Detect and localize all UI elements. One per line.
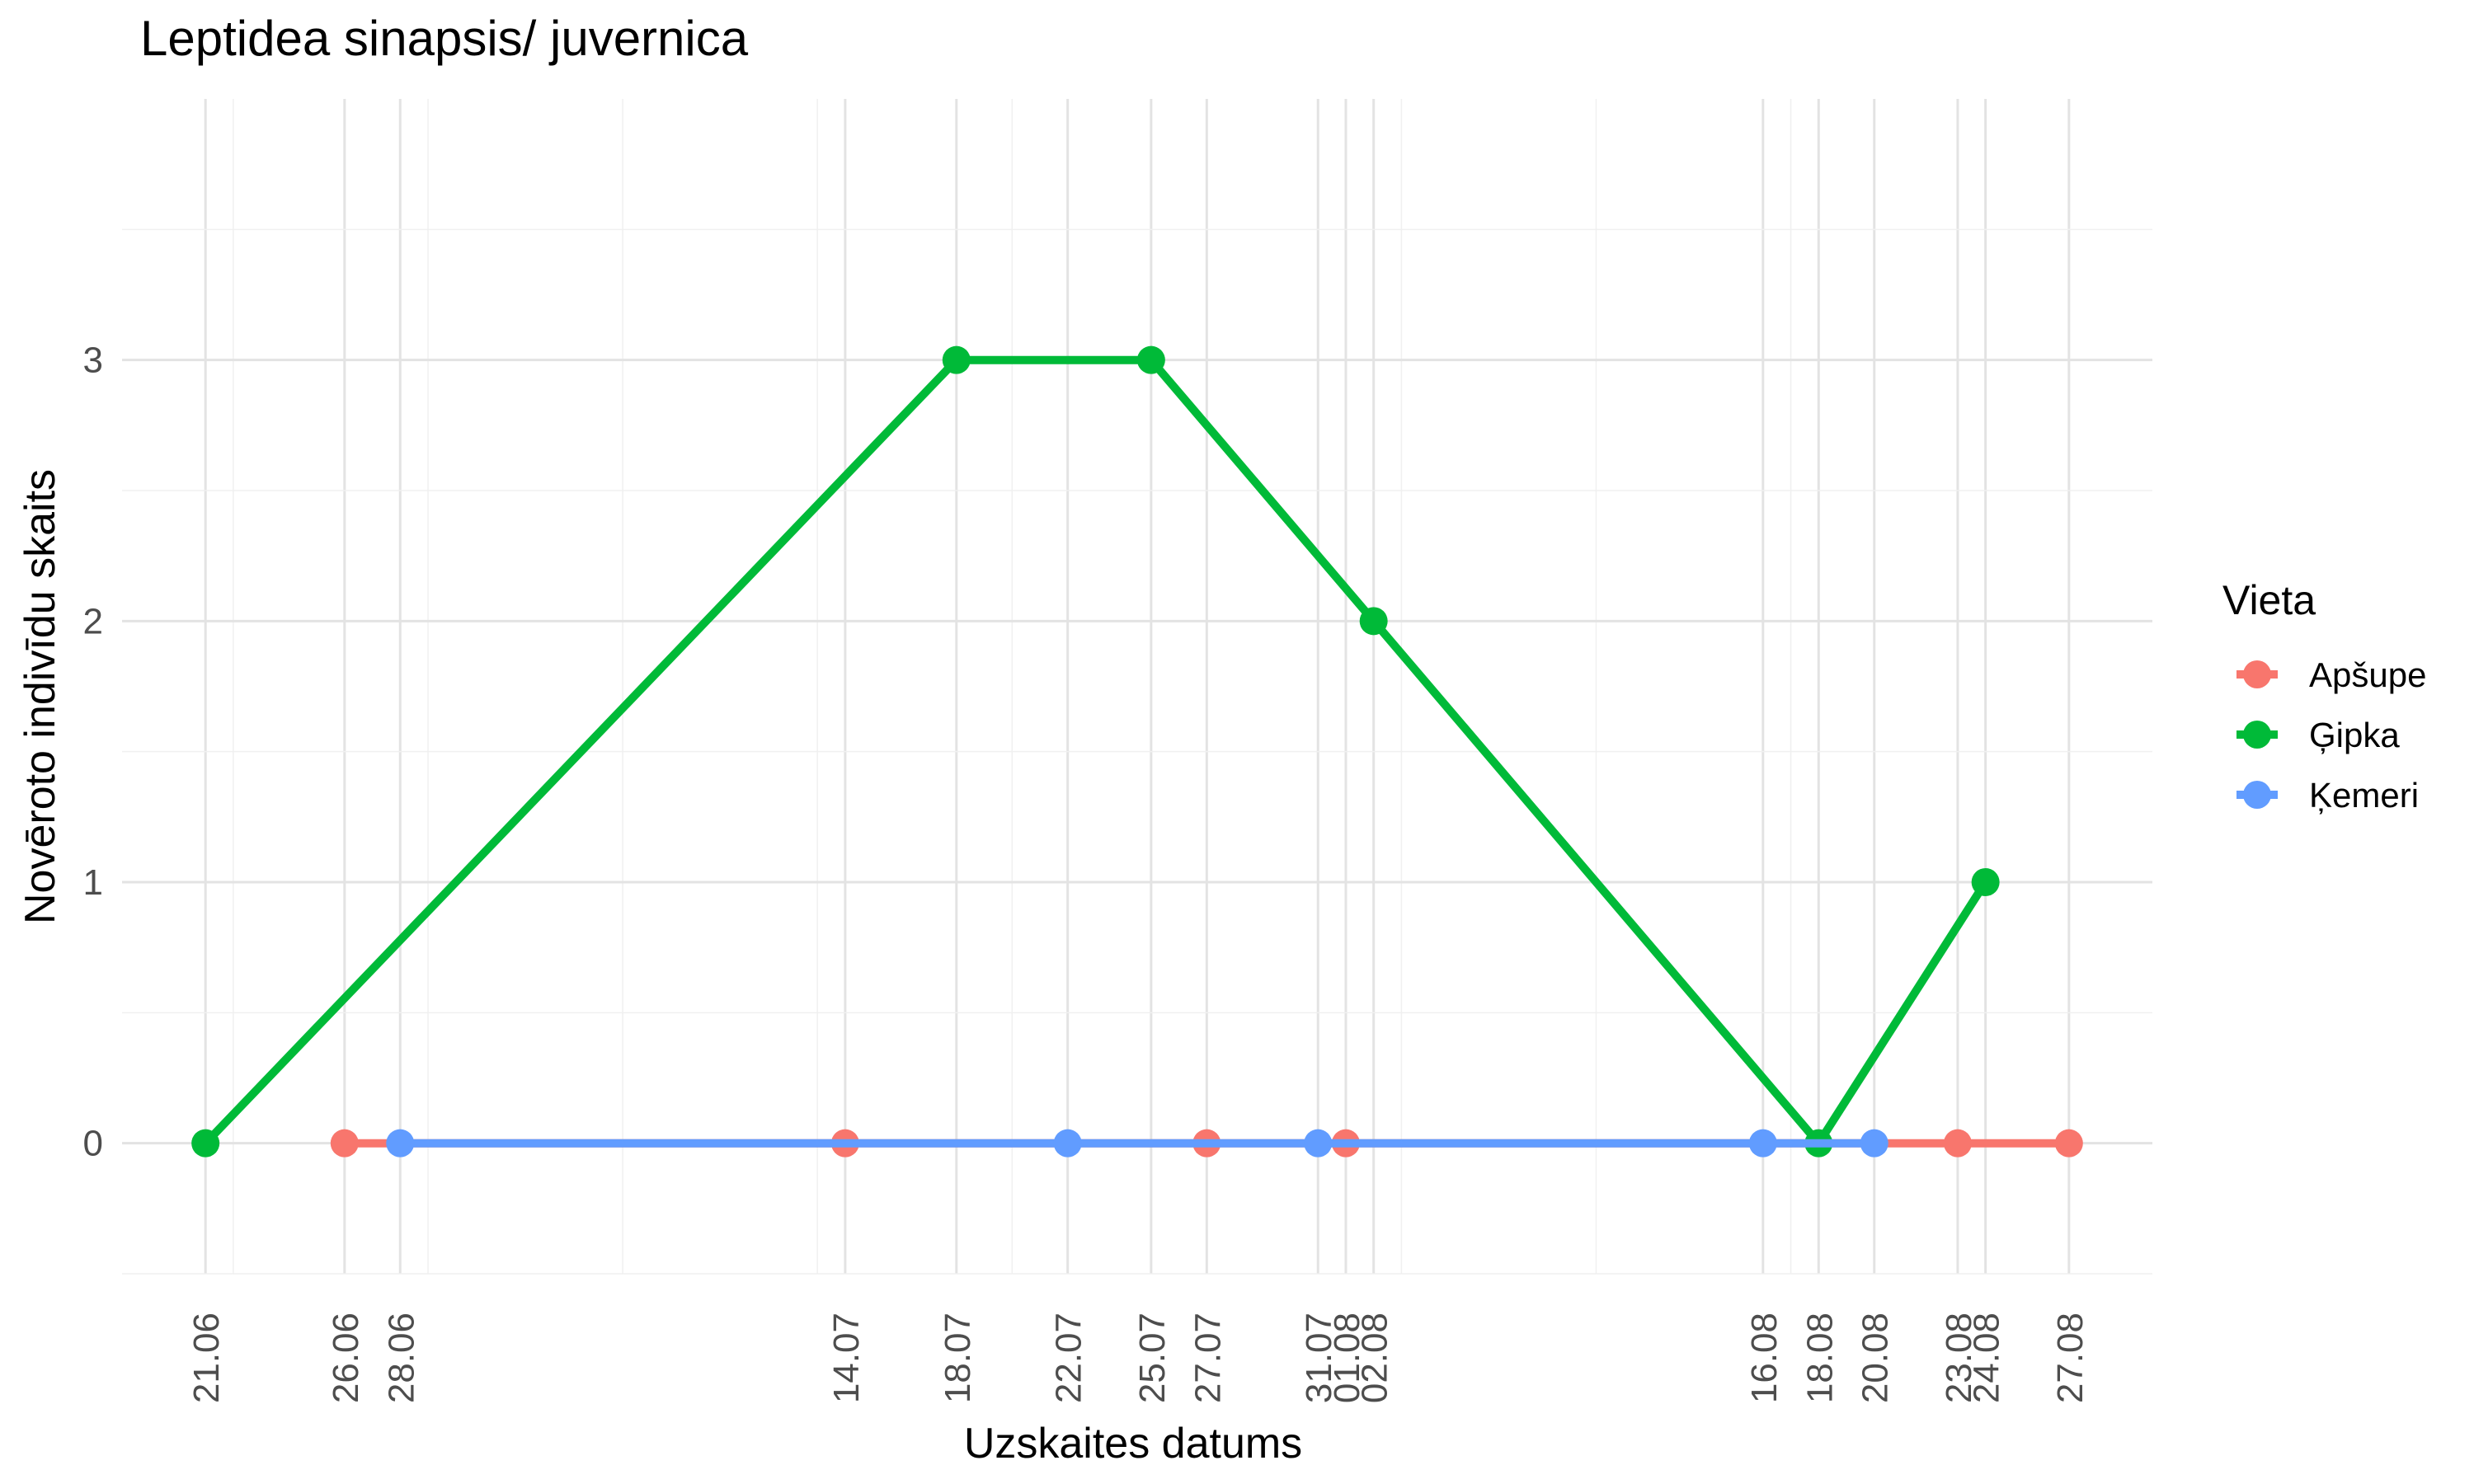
chart-title: Leptidea sinapsis/ juvernica: [140, 11, 749, 66]
y-tick-label: 0: [83, 1124, 103, 1164]
data-point: [1748, 1129, 1777, 1158]
x-tick-label: 24.08: [1967, 1313, 2007, 1403]
x-tick-label: 31.07: [1299, 1313, 1339, 1403]
data-point: [1359, 607, 1388, 636]
data-point: [1053, 1129, 1082, 1158]
legend-label: Ģipka: [2309, 716, 2400, 754]
x-tick-label: 26.06: [326, 1313, 366, 1403]
data-point: [1943, 1129, 1972, 1158]
x-tick-label: 25.07: [1132, 1313, 1173, 1403]
data-point: [1860, 1129, 1888, 1158]
x-tick-label: 20.08: [1856, 1313, 1896, 1403]
data-point: [1304, 1129, 1333, 1158]
x-tick-label: 21.06: [186, 1313, 227, 1403]
data-point: [1971, 868, 2000, 896]
x-tick-label: 27.08: [2050, 1313, 2091, 1403]
legend-title: Vieta: [2222, 577, 2316, 623]
x-tick-label: 27.07: [1188, 1313, 1228, 1403]
data-point: [191, 1129, 220, 1158]
x-tick-label: 18.08: [1799, 1313, 1840, 1403]
legend-key-point: [2243, 721, 2271, 749]
legend-key-point: [2243, 781, 2271, 809]
data-point: [386, 1129, 415, 1158]
data-point: [1136, 345, 1165, 374]
x-tick-label: 28.06: [381, 1313, 421, 1403]
data-point: [330, 1129, 359, 1158]
y-axis-title: Novēroto indivīdu skaits: [16, 469, 64, 924]
legend-label: Ķemeri: [2309, 776, 2419, 815]
y-tick-label: 3: [83, 340, 103, 381]
series-line-1: [202, 355, 1989, 1148]
data-point: [2054, 1129, 2083, 1158]
legend-label: Apšupe: [2309, 655, 2426, 694]
y-tick-label: 1: [83, 862, 103, 903]
x-tick-label: 18.07: [938, 1313, 978, 1403]
x-tick-label: 02.08: [1355, 1313, 1395, 1403]
legend-key-point: [2243, 660, 2271, 688]
data-point: [942, 345, 971, 374]
x-tick-label: 23.08: [1939, 1313, 1979, 1403]
y-tick-label: 2: [83, 601, 103, 641]
grid: [122, 99, 2152, 1275]
x-tick-label: 16.08: [1744, 1313, 1785, 1403]
x-axis-title: Uzskaites datums: [964, 1420, 1302, 1468]
x-tick-label: 14.07: [826, 1313, 867, 1403]
x-tick-label: 01.08: [1327, 1313, 1367, 1403]
x-tick-label: 22.07: [1049, 1313, 1089, 1403]
